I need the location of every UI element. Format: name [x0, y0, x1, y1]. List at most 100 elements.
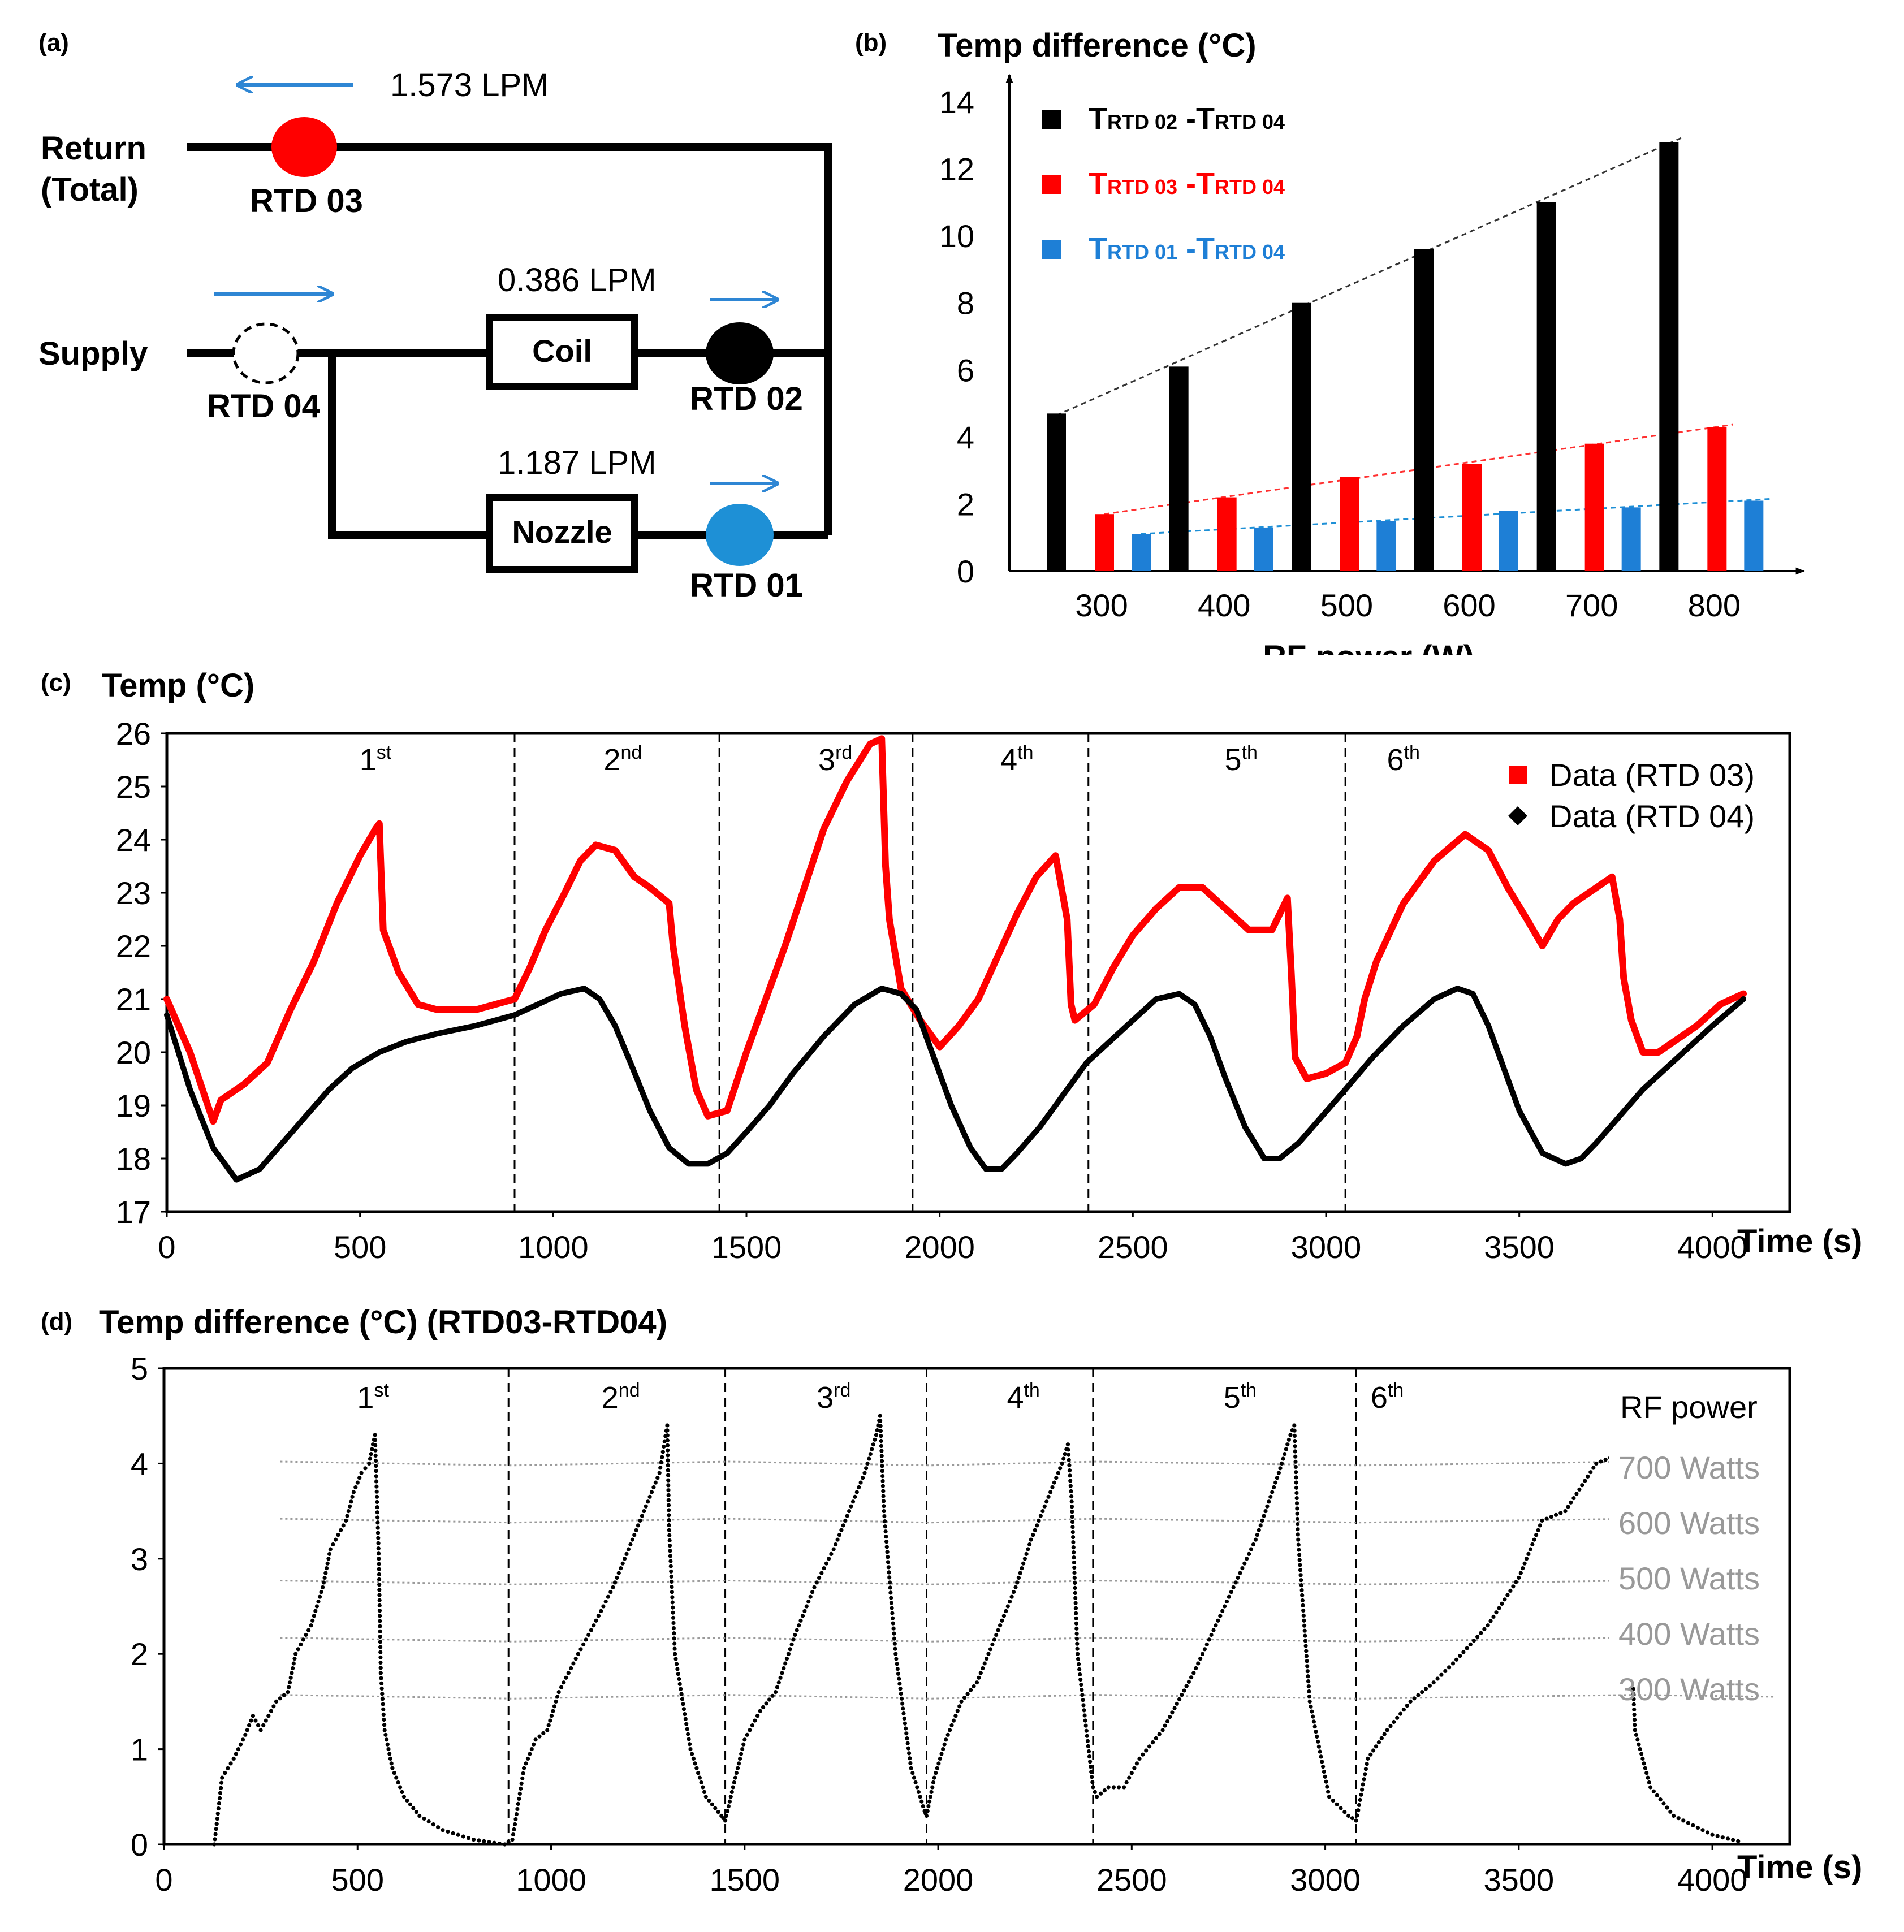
scatter-point — [220, 1775, 224, 1780]
chart-b-ytick-label: 12 — [939, 152, 974, 187]
scatter-point — [309, 1623, 313, 1628]
coil-label: Coil — [532, 333, 592, 369]
scatter-point — [1360, 1787, 1365, 1792]
xtick-label: 3000 — [1290, 1862, 1361, 1898]
scatter-point — [1069, 1494, 1074, 1499]
ytick-label: 1 — [131, 1732, 148, 1767]
scatter-point — [1052, 1480, 1056, 1485]
scatter-point — [324, 1566, 329, 1571]
chart-b-ytick-label: 4 — [957, 420, 974, 455]
xtick-label: 3000 — [1291, 1229, 1362, 1265]
scatter-point — [665, 1443, 670, 1447]
scatter-point — [879, 1443, 884, 1448]
legend-entry: Data (RTD 03) — [1549, 757, 1755, 793]
return-line — [187, 143, 832, 535]
scatter-point — [880, 1479, 885, 1483]
scatter-point — [1214, 1623, 1218, 1628]
scatter-point — [879, 1438, 883, 1443]
scatter-point — [1013, 1585, 1018, 1589]
scatter-point — [1074, 1621, 1078, 1626]
scatter-point — [1202, 1647, 1207, 1652]
scatter-point — [817, 1575, 822, 1580]
scatter-point — [375, 1520, 380, 1525]
scatter-point — [1021, 1561, 1026, 1566]
scatter-point — [1297, 1548, 1301, 1552]
scatter-point — [215, 1812, 220, 1816]
scatter-point — [386, 1747, 391, 1752]
cycle-label: 5th — [1224, 742, 1257, 777]
scatter-point — [243, 1732, 248, 1737]
scatter-point — [955, 1709, 960, 1713]
scatter-point — [839, 1528, 844, 1532]
xtick-label: 0 — [155, 1862, 172, 1898]
scatter-point — [1294, 1475, 1298, 1480]
scatter-point — [883, 1519, 887, 1524]
scatter-point — [1294, 1496, 1299, 1501]
scatter-point — [1073, 1601, 1078, 1605]
scatter-point — [1061, 1456, 1066, 1461]
scatter-point — [677, 1676, 681, 1682]
scatter-point — [1302, 1618, 1306, 1623]
scatter-point — [578, 1647, 583, 1652]
scatter-point — [1189, 1675, 1194, 1680]
scatter-point — [670, 1590, 674, 1594]
scatter-point — [900, 1701, 905, 1706]
scatter-point — [888, 1590, 893, 1595]
scatter-point — [382, 1717, 386, 1722]
scatter-point — [1302, 1628, 1307, 1633]
power-level-label: 500 Watts — [1618, 1561, 1760, 1596]
scatter-point — [1220, 1609, 1225, 1613]
scatter-point — [1072, 1570, 1077, 1575]
scatter-point — [1218, 1614, 1223, 1618]
scatter-point — [353, 1485, 358, 1490]
scatter-point — [258, 1728, 263, 1732]
scatter-point — [681, 1707, 686, 1711]
ytick-label: 4 — [131, 1446, 148, 1481]
scatter-point — [554, 1699, 558, 1704]
scatter-point — [880, 1469, 884, 1473]
scatter-point — [394, 1775, 399, 1780]
scatter-point — [573, 1657, 578, 1661]
xtick-label: 2500 — [1098, 1229, 1168, 1265]
scatter-point — [388, 1756, 393, 1761]
scatter-point — [278, 1696, 282, 1701]
scatter-point — [370, 1447, 374, 1451]
scatter-point — [477, 1838, 481, 1843]
scatter-point — [466, 1836, 471, 1840]
scatter-point — [1268, 1494, 1273, 1499]
scatter-point — [541, 1731, 546, 1736]
scatter-point — [812, 1585, 817, 1589]
scatter-point — [731, 1785, 735, 1790]
scatter-point — [514, 1812, 519, 1817]
scatter-point — [675, 1667, 680, 1671]
scatter-point — [312, 1614, 316, 1618]
scatter-point — [1044, 1499, 1049, 1504]
scatter-point — [847, 1509, 852, 1514]
scatter-point — [411, 1806, 416, 1810]
scatter-point — [374, 1474, 378, 1479]
chart-b-ytick-label: 8 — [957, 286, 974, 321]
scatter-point — [919, 1799, 924, 1804]
chart-b-bar — [1254, 527, 1273, 571]
ytick-label: 18 — [116, 1141, 151, 1177]
scatter-point — [1359, 1792, 1363, 1797]
scatter-point — [524, 1761, 528, 1766]
scatter-point — [513, 1817, 518, 1822]
scatter-point — [845, 1514, 849, 1518]
scatter-point — [1067, 1453, 1071, 1457]
scatter-point — [891, 1616, 895, 1620]
scatter-point — [1316, 1739, 1320, 1744]
scatter-point — [1298, 1568, 1303, 1572]
scatter-point — [1655, 1793, 1659, 1797]
scatter-point — [875, 1428, 879, 1433]
scatter-point — [889, 1596, 893, 1600]
scatter-point — [1302, 1623, 1307, 1628]
scatter-point — [1307, 1694, 1312, 1699]
scatter-point — [1129, 1771, 1134, 1775]
scatter-point — [882, 1509, 886, 1514]
ytick-label: 2 — [131, 1636, 148, 1672]
scatter-point — [683, 1717, 688, 1721]
chart-b-xtick-label: 400 — [1198, 587, 1250, 623]
scatter-point — [1454, 1657, 1459, 1662]
